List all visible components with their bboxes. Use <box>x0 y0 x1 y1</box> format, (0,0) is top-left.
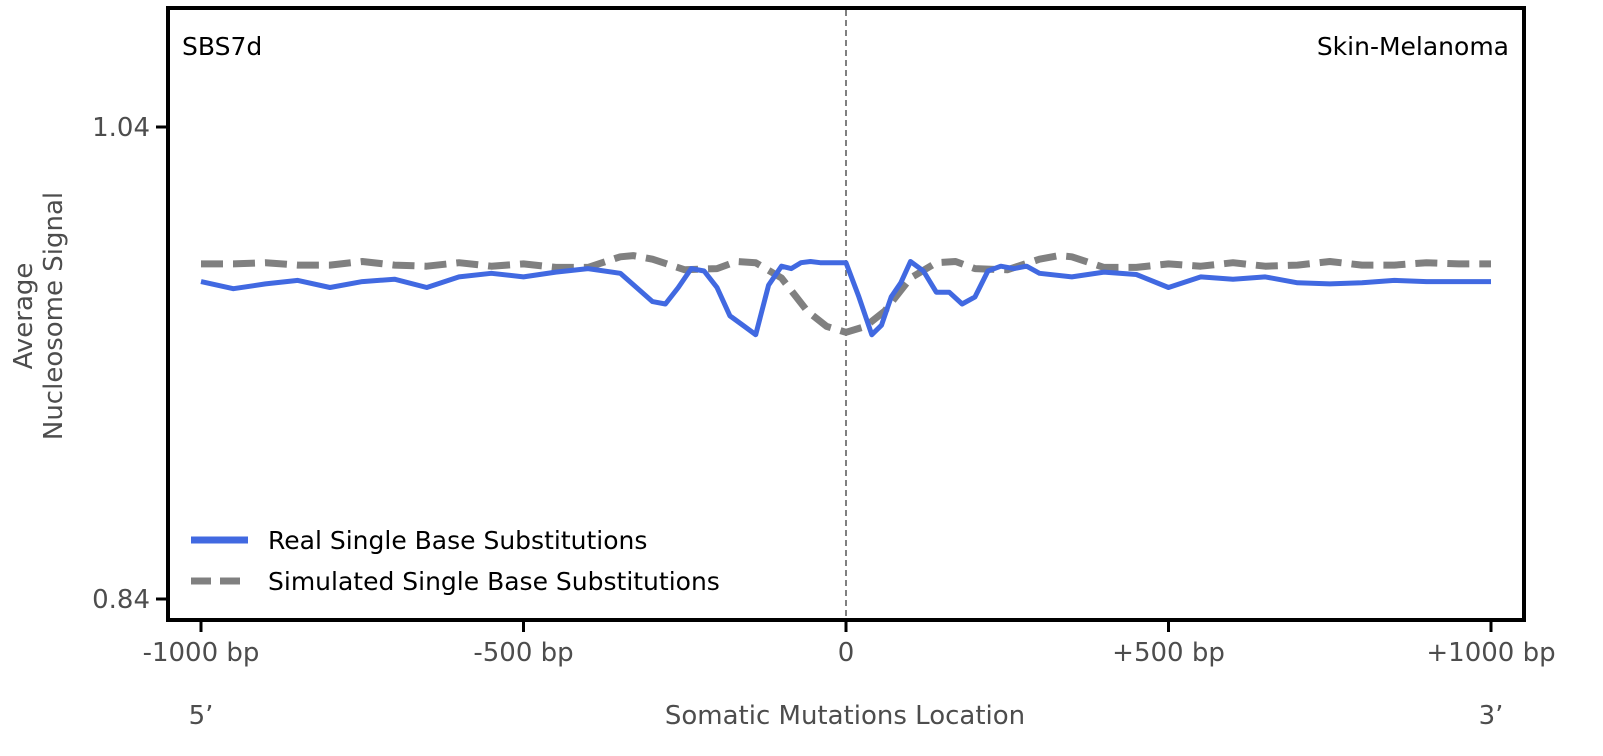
legend-label-simulated: Simulated Single Base Substitutions <box>268 567 720 596</box>
legend: Real Single Base Substitutions Simulated… <box>191 526 720 596</box>
y-tick-label: 1.04 <box>92 113 150 143</box>
series-line-simulated <box>201 252 1491 336</box>
y-tick-label: 0.84 <box>92 585 150 615</box>
series-line-real <box>200 259 1491 338</box>
three-prime-label: 3’ <box>1479 701 1504 731</box>
five-prime-label: 5’ <box>189 701 214 731</box>
legend-label-real: Real Single Base Substitutions <box>268 526 647 555</box>
x-tick-label: 0 <box>838 638 855 668</box>
x-tick-label: -500 bp <box>473 638 573 668</box>
y-axis-label-line1: Average <box>9 263 39 370</box>
x-axis: -1000 bp -500 bp 0 +500 bp +1000 bp <box>143 620 1556 668</box>
cancer-type-label: Skin-Melanoma <box>1317 32 1509 61</box>
x-axis-label: Somatic Mutations Location <box>665 701 1025 731</box>
y-axis-label-line2: Nucleosome Signal <box>39 192 69 440</box>
x-tick-label: +500 bp <box>1112 638 1225 668</box>
x-tick-label: -1000 bp <box>143 638 260 668</box>
y-axis: 1.04 0.84 <box>92 113 168 615</box>
signature-label: SBS7d <box>182 32 262 61</box>
y-axis-label: Average Nucleosome Signal <box>9 192 69 440</box>
series-layer <box>200 252 1491 338</box>
x-tick-label: +1000 bp <box>1426 638 1555 668</box>
